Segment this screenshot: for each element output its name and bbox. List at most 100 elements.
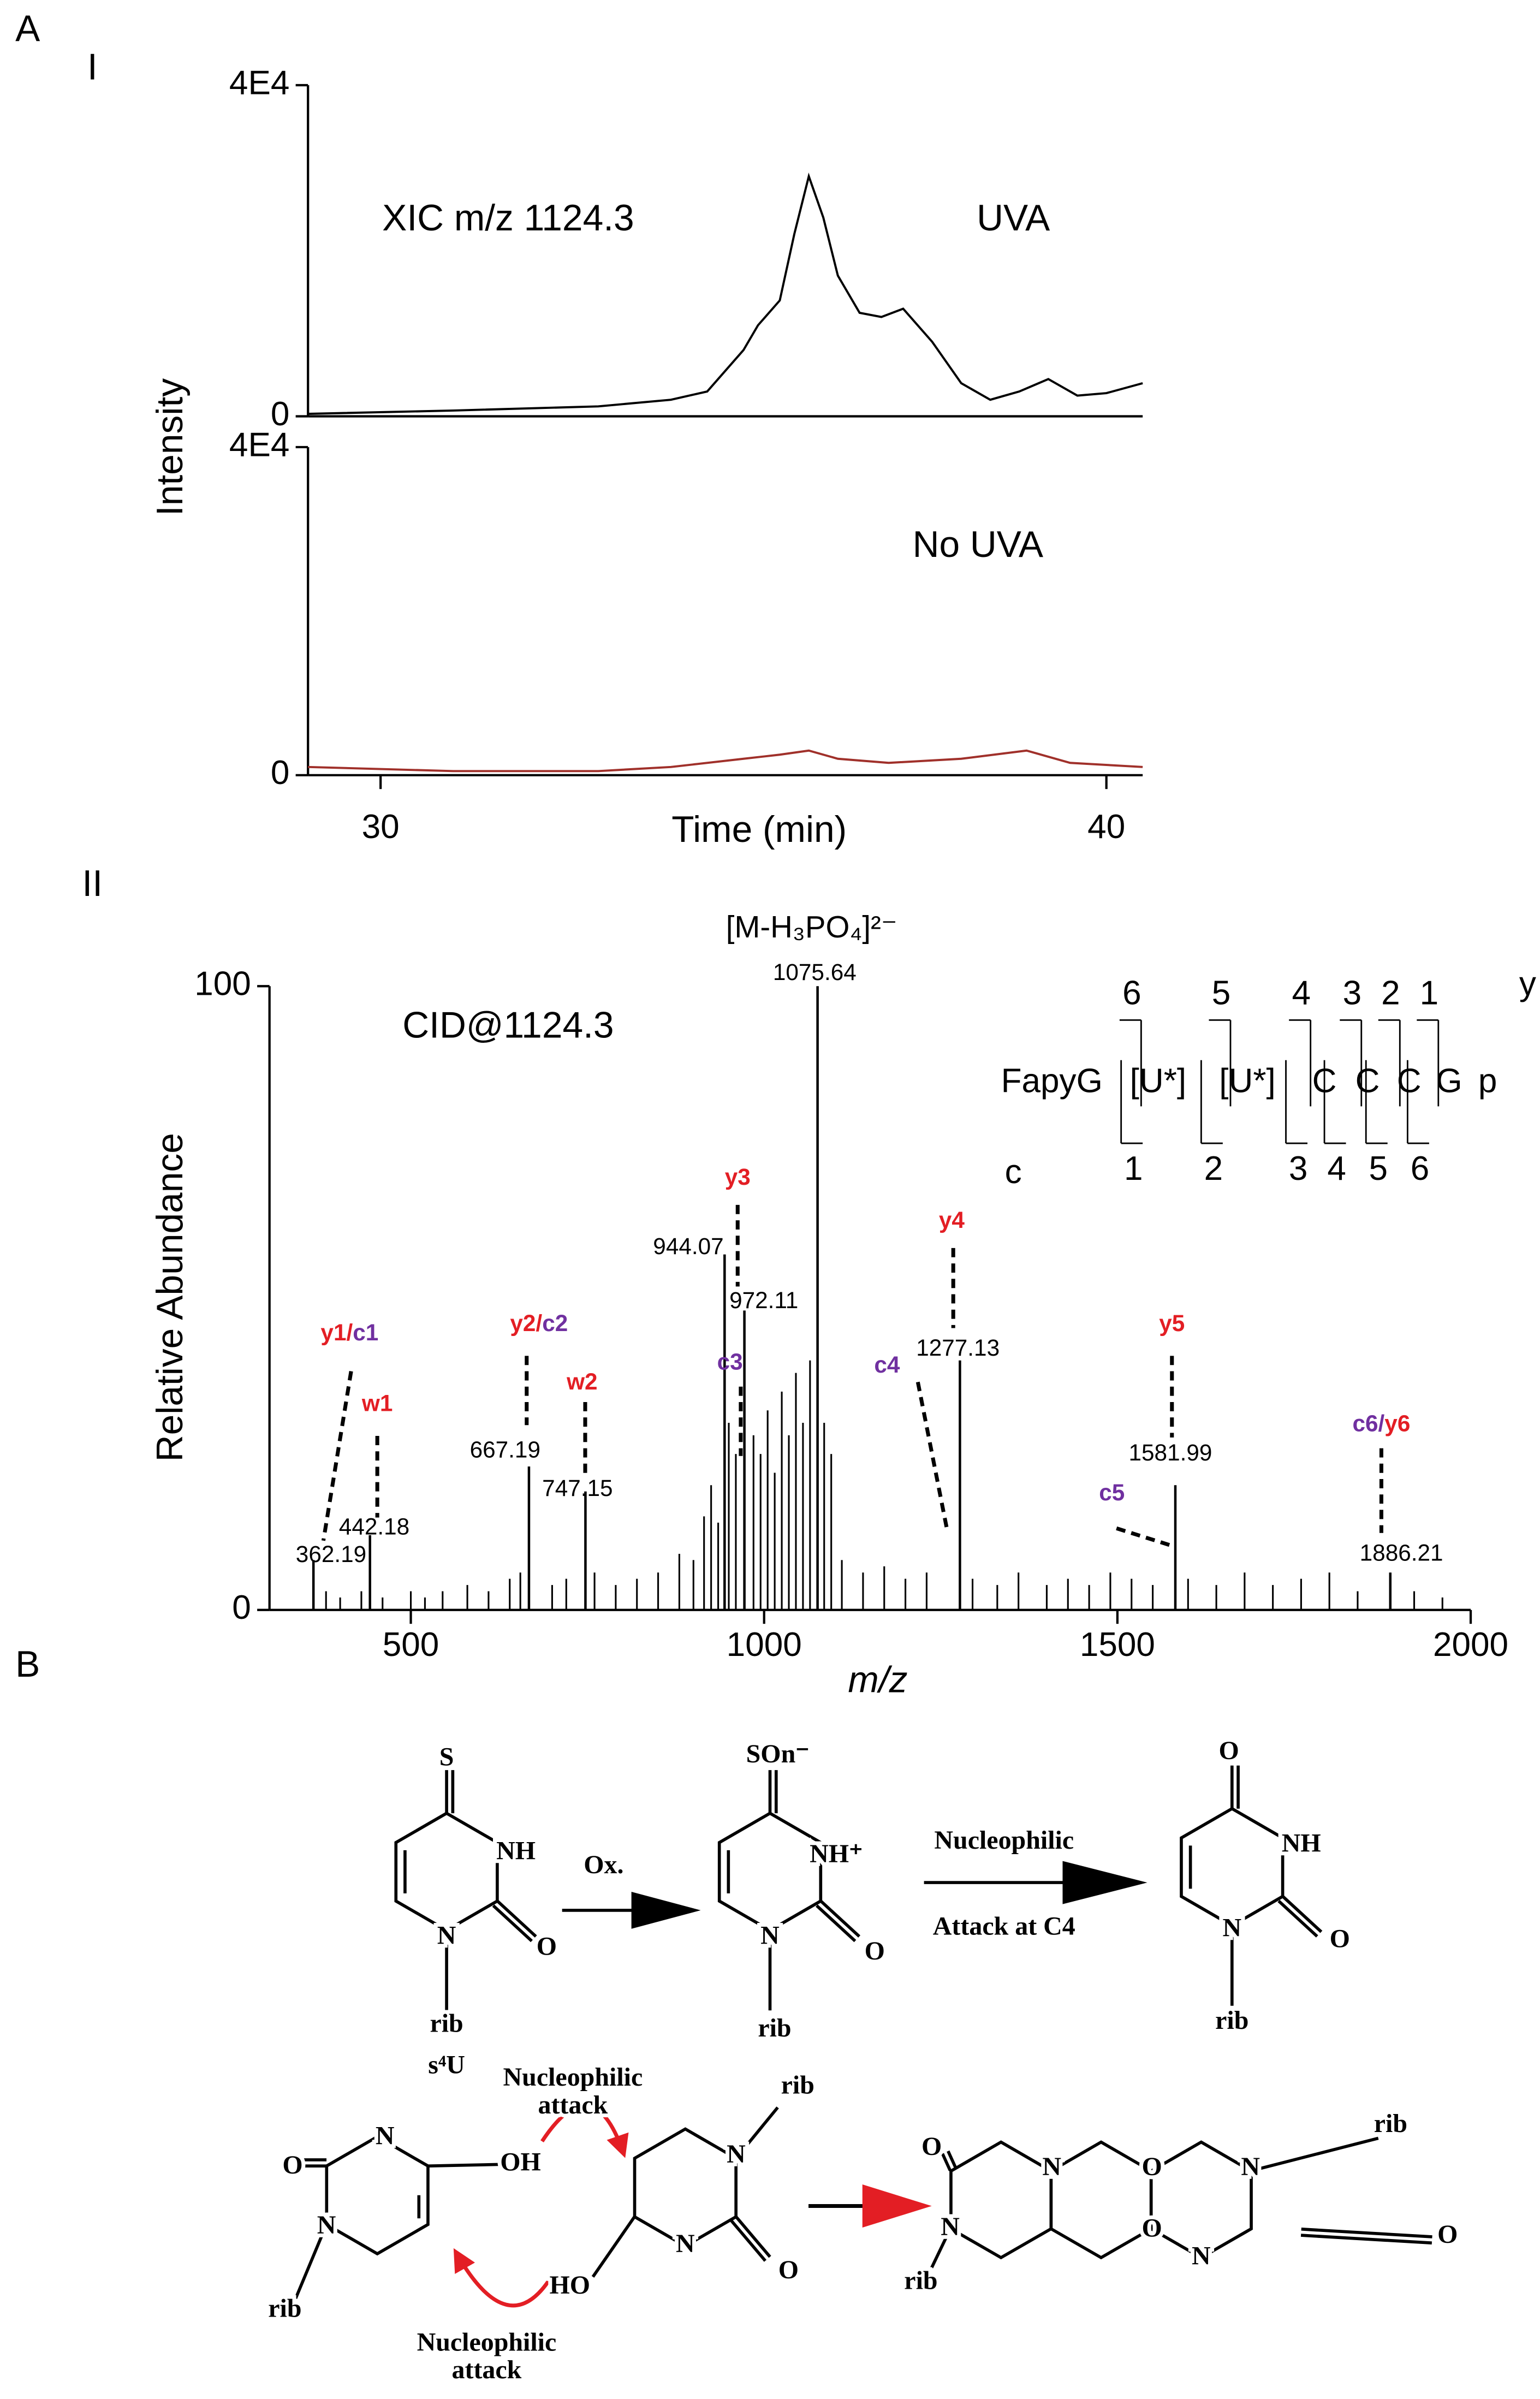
- scheme-text: Nucleophilic: [417, 2327, 557, 2356]
- ring: [633, 2127, 738, 2248]
- fragment-label-part: c2: [542, 1310, 568, 1336]
- residue: C: [1397, 1062, 1422, 1100]
- y-axis-label: Intensity: [150, 378, 191, 516]
- scheme-text: N: [1241, 2152, 1260, 2181]
- fragment-label: y3: [725, 1164, 751, 1190]
- peak-label: 1277.13: [916, 1335, 1000, 1361]
- c-ion-number: 6: [1411, 1150, 1430, 1187]
- fragment-line: [915, 1381, 949, 1530]
- c-ion-number: 2: [1204, 1150, 1223, 1187]
- scheme-text: N: [376, 2121, 395, 2150]
- scheme-text: N: [676, 2229, 695, 2258]
- panel-label: B: [15, 1644, 40, 1685]
- scheme-text: rib: [268, 2294, 301, 2323]
- bond: [1277, 1899, 1318, 1938]
- curved-arrow: [540, 2104, 629, 2158]
- ring: [1149, 2140, 1253, 2260]
- scheme-text: attack: [538, 2091, 608, 2119]
- scheme-text: O: [921, 2132, 942, 2161]
- scheme-text: O: [282, 2151, 302, 2180]
- scheme-text: N: [317, 2211, 336, 2240]
- bond: [1251, 2136, 1379, 2172]
- trace: [308, 749, 1143, 773]
- scheme-text: N: [760, 1921, 780, 1950]
- c-ion-number: 5: [1369, 1150, 1388, 1187]
- scheme-text: O: [1141, 2152, 1162, 2181]
- fragment-label: y5: [1159, 1310, 1185, 1336]
- bond: [1281, 1895, 1323, 1933]
- y-ion-number: 5: [1212, 975, 1231, 1012]
- fragment-label-part: c4: [874, 1352, 900, 1377]
- fragment-label: w1: [361, 1391, 393, 1416]
- bond: [941, 2153, 952, 2171]
- fragment-label-part: c3: [717, 1349, 743, 1375]
- x-tick-label: 500: [383, 1626, 439, 1664]
- x-axis-label: m/z: [848, 1659, 907, 1700]
- fragment-label: c4: [874, 1352, 900, 1377]
- bond: [492, 1904, 533, 1943]
- residue: C: [1355, 1062, 1380, 1100]
- x-tick-label: 1000: [727, 1626, 802, 1664]
- scheme-text: O: [865, 1937, 885, 1965]
- fragment-label-part: c1: [353, 1320, 378, 1345]
- fragment-label: y1/c1: [320, 1320, 378, 1345]
- y-ion-number: 4: [1292, 975, 1311, 1012]
- arrowhead: [631, 1892, 701, 1929]
- y-tick-label: 0: [232, 1589, 251, 1626]
- y-tick-label: 4E4: [229, 64, 289, 102]
- scheme-text: N: [727, 2140, 746, 2169]
- scheme-text: S: [439, 1742, 454, 1771]
- fragment-label-part: w2: [566, 1369, 597, 1394]
- scheme-text: O: [1141, 2214, 1162, 2243]
- fragment-label-part: w1: [361, 1391, 393, 1416]
- ring: [325, 2135, 430, 2256]
- scheme-text: N: [437, 1921, 456, 1950]
- y-ion-number: 2: [1381, 975, 1400, 1012]
- scheme-text: NH: [496, 1837, 536, 1866]
- scheme-text: rib: [1215, 2006, 1248, 2035]
- peak-label: 1886.21: [1360, 1540, 1443, 1565]
- c-ion-number: 3: [1289, 1150, 1308, 1187]
- fragment-line: [321, 1370, 353, 1541]
- panel-label: A: [15, 8, 40, 49]
- bond: [819, 1899, 861, 1938]
- bond: [947, 2150, 958, 2169]
- peak-label: 442.18: [339, 1513, 409, 1539]
- bond: [730, 2219, 767, 2262]
- fragment-label: c6/y6: [1352, 1410, 1410, 1436]
- scheme-text: OH: [500, 2147, 541, 2176]
- arrowhead: [862, 2184, 932, 2228]
- x-tick-label: 1500: [1080, 1626, 1155, 1664]
- fragment-line: [1116, 1526, 1172, 1547]
- residue: [U*]: [1219, 1062, 1275, 1100]
- peak-label: 667.19: [470, 1436, 540, 1462]
- scheme-text: rib: [1374, 2109, 1407, 2138]
- bond: [428, 2163, 501, 2168]
- scheme-text: rib: [430, 2009, 463, 2038]
- peak-label: 362.19: [296, 1541, 366, 1567]
- y-tick-label: 4E4: [229, 426, 289, 464]
- scheme-text: N: [1042, 2152, 1061, 2181]
- bond: [735, 2216, 771, 2258]
- peak-label: 747.15: [542, 1475, 613, 1501]
- fragment-label-part: y1/: [320, 1320, 353, 1345]
- y-ion-label: y: [1519, 965, 1536, 1003]
- bond: [1300, 2234, 1432, 2245]
- fragment-label-part: y4: [939, 1207, 965, 1233]
- y-tick-label: 0: [271, 395, 290, 433]
- y-ion-number: 1: [1420, 975, 1439, 1012]
- scheme-text: Ox.: [584, 1850, 623, 1879]
- curved-arrow: [453, 2248, 553, 2308]
- bond: [294, 2224, 328, 2299]
- annotation: XIC m/z 1124.3: [382, 198, 634, 239]
- fragment-label-part: c5: [1099, 1480, 1125, 1505]
- annotation: No UVA: [913, 524, 1044, 565]
- trace: [308, 172, 1143, 415]
- x-tick-label: 30: [362, 808, 400, 846]
- scheme-text: NH: [1282, 1828, 1321, 1857]
- x-tick-label: 40: [1087, 808, 1125, 846]
- scheme-text: NH⁺: [810, 1839, 863, 1868]
- bond: [735, 2106, 779, 2159]
